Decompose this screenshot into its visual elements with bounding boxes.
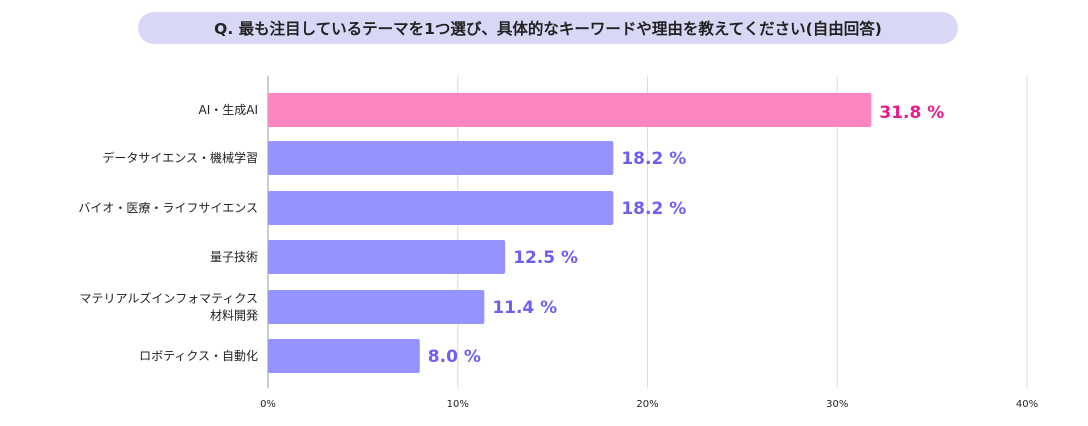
x-tick-label: 10%	[447, 399, 469, 410]
bar	[268, 290, 485, 324]
category-label: データサイエンス・機械学習	[102, 150, 258, 165]
category-label: ロボティクス・自動化	[139, 349, 258, 363]
bar	[268, 191, 614, 225]
bar	[268, 141, 614, 175]
value-label: 31.8 %	[879, 103, 944, 123]
category-label: バイオ・医療・ライフサイエンス	[78, 201, 258, 215]
category-label: AI・生成AI	[199, 103, 259, 117]
x-tick-label: 20%	[636, 399, 658, 410]
labels: 0% 10% 20% 30% 40% AI・生成AI 31.8 % データサイエンス・機械学習…	[78, 103, 1038, 410]
value-label: 11.4 %	[492, 298, 557, 318]
value-label: 18.2 %	[621, 149, 686, 169]
x-tick-label: 30%	[826, 399, 848, 410]
chart-title: Q. 最も注目しているテーマを1つ選び、具体的なキーワードや理由を教えてください…	[138, 12, 958, 44]
category-label: マテリアルズインフォマティクス材料開発	[80, 291, 258, 323]
bars	[268, 93, 872, 373]
bar	[268, 240, 506, 274]
x-tick-label: 40%	[1016, 399, 1038, 410]
bar	[268, 339, 420, 373]
grid-lines	[267, 76, 1028, 388]
value-label: 18.2 %	[621, 199, 686, 219]
value-label: 12.5 %	[513, 248, 578, 268]
value-label: 8.0 %	[428, 347, 481, 367]
category-label: 量子技術	[210, 250, 258, 264]
x-tick-label: 0%	[260, 399, 276, 410]
bar	[268, 93, 872, 127]
